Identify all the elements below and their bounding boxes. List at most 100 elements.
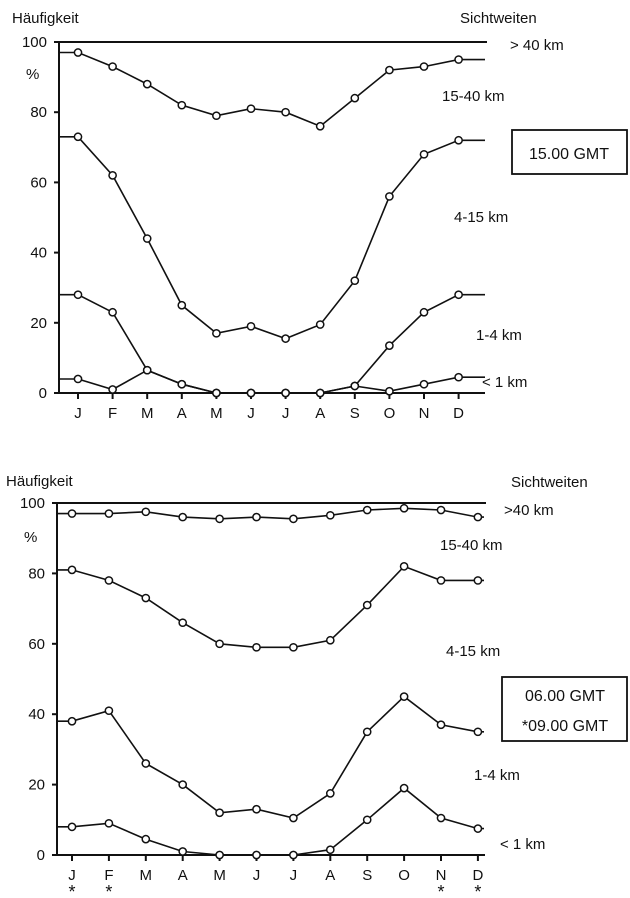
data-point [215,808,224,818]
data-point [436,505,446,515]
x-tick-label: A [315,405,325,422]
data-point [399,692,409,701]
data-point [252,512,261,522]
x-tick-label: J [68,867,76,884]
band-label: 1-4 km [474,767,520,784]
x-tick-label: J [74,405,82,422]
time-label-box: 15.00 GMT [511,129,628,175]
data-point [281,107,290,117]
data-point [178,618,188,628]
x-tick-label: N [419,405,430,422]
data-point [454,135,463,145]
data-point [325,510,335,520]
y-tick-label: 40 [30,245,47,262]
band-label: >40 km [504,502,554,519]
y-tick-label: 20 [30,315,47,332]
data-point [399,562,409,571]
data-point [454,290,463,300]
band-label: 4-15 km [454,209,508,226]
data-point [108,62,117,71]
data-point [289,514,298,524]
x-tick-label: M [140,867,153,884]
data-point [362,600,372,610]
data-point [350,276,360,286]
data-point [436,813,446,823]
data-point [454,55,463,64]
data-point [473,512,483,522]
data-point [104,509,114,518]
y-tick-label: 100 [22,34,47,51]
data-point [215,514,224,524]
x-tick-label: A [325,867,335,884]
x-tick-label: J [247,405,255,422]
data-point [178,847,188,856]
month-asterisk: * [437,882,444,898]
data-point [252,850,261,860]
data-point [142,234,152,243]
data-point [252,642,261,652]
x-tick-label: F [108,405,117,422]
band-label: 4-15 km [446,643,500,660]
x-tick-label: D [472,867,483,884]
x-tick-label: N [436,867,447,884]
data-point [104,818,114,828]
data-point [473,727,483,737]
data-point [385,386,394,396]
data-point [142,365,152,375]
y-tick-label: 100 [20,495,45,512]
y-axis-title: Häufigkeit [12,10,80,27]
data-point [73,290,83,300]
data-point [289,642,298,652]
y-tick-label: 60 [30,174,47,191]
data-point [315,388,325,398]
series-line [59,293,485,394]
x-tick-label: J [282,405,290,422]
x-tick-label: M [213,867,226,884]
data-point [315,320,325,329]
data-point [473,576,483,585]
band-label: > 40 km [510,37,564,54]
x-tick-label: O [384,405,396,422]
y-tick-label: 40 [28,706,45,723]
data-point [315,121,325,131]
data-point [362,505,372,515]
data-point [289,850,298,860]
data-point [178,512,188,522]
data-point [108,307,117,317]
series-line [57,565,484,649]
chart-06gmt: Häufigkeit Sichtweiten % 06.00 GMT *09.0… [6,473,628,898]
data-point [104,706,114,716]
data-point [385,65,394,75]
data-point [419,62,429,71]
data-point [362,815,372,825]
data-point [108,171,117,180]
x-tick-label: A [177,405,187,422]
band-label: < 1 km [500,836,545,853]
x-tick-label: M [210,405,223,422]
data-point [212,111,221,121]
y-tick-label: 0 [37,847,45,864]
series-line [59,136,485,340]
data-point [325,635,335,645]
data-point [281,334,290,343]
data-point [399,783,409,793]
data-point [141,507,151,517]
y-tick-label: 20 [28,777,45,794]
data-point [281,388,290,398]
band-label: 15-40 km [442,88,505,105]
x-tick-label: M [141,405,154,422]
data-point [212,388,221,398]
x-tick-label: S [362,867,372,884]
data-point [473,824,483,833]
y-tick-label: 0 [39,385,47,402]
y-tick-label: 60 [28,636,45,653]
data-point [215,850,224,860]
data-point [215,639,224,649]
data-point [108,385,117,394]
series-line [57,507,484,520]
time-label: 15.00 GMT [529,146,609,163]
series-line [59,51,485,128]
y-unit-label: % [24,529,37,546]
data-point [141,593,151,603]
